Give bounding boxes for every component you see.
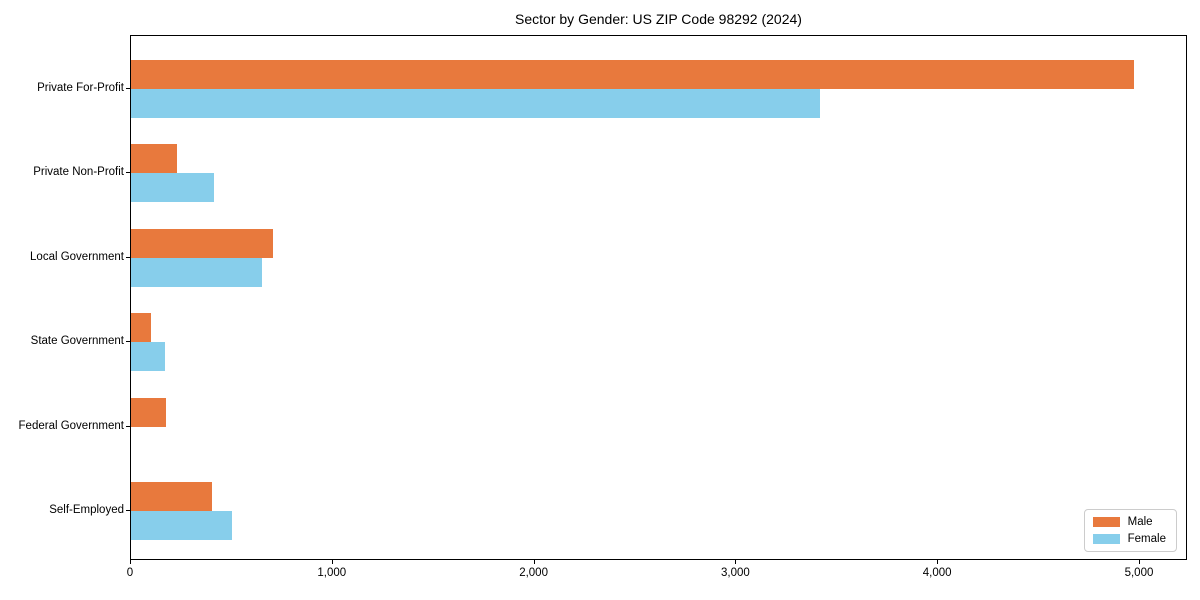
bar-female-4 <box>131 342 166 372</box>
y-tick-mark <box>126 425 130 427</box>
bar-male-4 <box>131 313 152 343</box>
bar-male-5 <box>131 397 167 427</box>
x-tick-label: 0 <box>126 567 134 579</box>
x-tick-label: 3,000 <box>720 567 750 579</box>
legend-swatch-male <box>1092 517 1120 527</box>
bar-female-2 <box>131 173 214 203</box>
y-tick-label: Self-Employed <box>49 504 124 516</box>
plot-area: Male Female <box>130 35 1187 560</box>
y-tick-mark <box>126 256 130 258</box>
bar-female-6 <box>131 511 232 540</box>
x-tick-mark <box>937 560 939 564</box>
y-tick-label: Private For-Profit <box>37 82 124 94</box>
bar-male-1 <box>131 60 1135 89</box>
legend-label-male: Male <box>1127 516 1153 528</box>
y-tick-label: Local Government <box>30 250 124 263</box>
bar-male-3 <box>131 228 273 258</box>
bar-female-1 <box>131 89 820 118</box>
x-tick-label: 2,000 <box>519 567 548 579</box>
legend-label-female: Female <box>1127 533 1166 545</box>
bar-male-2 <box>131 144 178 174</box>
x-tick-mark <box>331 560 333 564</box>
x-tick-label: 1,000 <box>317 567 347 579</box>
y-tick-mark <box>126 172 130 174</box>
x-tick-label: 4,000 <box>922 567 952 579</box>
y-tick-label: Federal Government <box>18 419 124 432</box>
legend: Male Female <box>1083 509 1177 552</box>
chart-title: Sector by Gender: US ZIP Code 98292 (202… <box>515 11 802 27</box>
x-tick-mark <box>1138 560 1140 564</box>
y-axis-labels: Private For-Profit Private Non-Profit Loca… <box>0 35 124 560</box>
x-tick-mark <box>735 560 737 564</box>
legend-item-male: Male <box>1092 516 1166 528</box>
bar-female-3 <box>131 257 262 287</box>
y-tick-label: State Government <box>30 335 124 348</box>
legend-item-female: Female <box>1092 533 1166 545</box>
y-tick-mark <box>126 341 130 343</box>
y-tick-label: Private Non-Profit <box>33 166 124 179</box>
bar-male-6 <box>131 482 212 511</box>
y-tick-mark <box>126 510 130 511</box>
x-tick-mark <box>130 560 131 564</box>
legend-swatch-female <box>1092 534 1120 544</box>
x-tick-mark <box>533 560 535 564</box>
y-tick-mark <box>126 88 130 89</box>
x-tick-label: 5,000 <box>1124 567 1154 579</box>
